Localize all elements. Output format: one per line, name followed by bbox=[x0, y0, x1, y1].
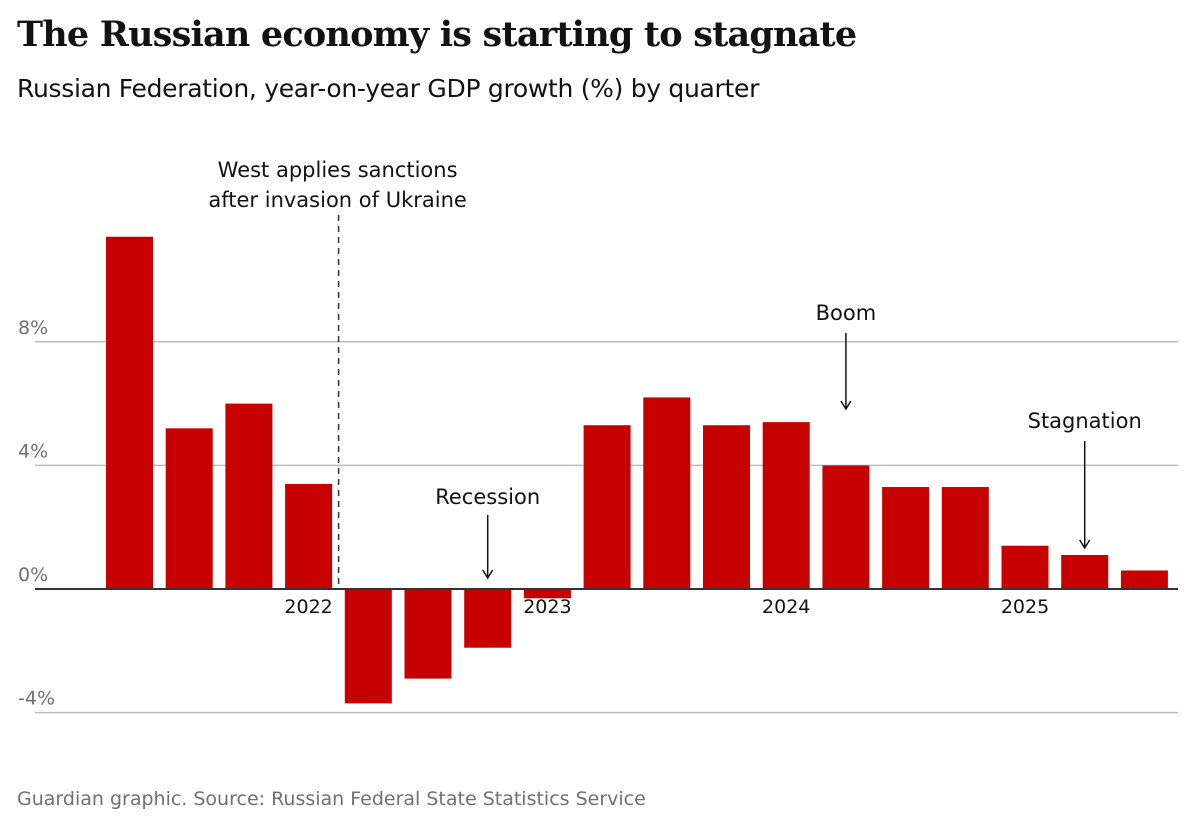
source-note: Guardian graphic. Source: Russian Federa… bbox=[17, 788, 646, 810]
bar bbox=[583, 425, 631, 589]
bar bbox=[344, 589, 392, 704]
bar bbox=[762, 422, 810, 589]
bar bbox=[225, 403, 273, 589]
x-tick-label: 2023 bbox=[523, 596, 571, 618]
bar bbox=[106, 236, 153, 590]
x-tick-label: 2022 bbox=[284, 596, 332, 618]
chart-title: The Russian economy is starting to stagn… bbox=[17, 14, 857, 55]
chart-subtitle: Russian Federation, year-on-year GDP gro… bbox=[17, 74, 760, 103]
bar bbox=[882, 487, 930, 589]
bar bbox=[822, 465, 870, 589]
sanctions-annotation: after invasion of Ukraine bbox=[208, 188, 466, 212]
x-tick-label: 2025 bbox=[1001, 596, 1049, 618]
y-tick-label: 0% bbox=[18, 564, 48, 586]
bar bbox=[1001, 545, 1049, 589]
bar bbox=[404, 589, 452, 679]
bar bbox=[165, 428, 213, 589]
bar bbox=[1120, 570, 1168, 589]
recession-annotation: Recession bbox=[435, 485, 540, 509]
bar bbox=[285, 483, 333, 589]
x-tick-label: 2024 bbox=[762, 596, 810, 618]
bar bbox=[1061, 555, 1109, 589]
stagnation-annotation: Stagnation bbox=[1028, 409, 1142, 433]
bar bbox=[523, 589, 571, 599]
arrow-head-icon bbox=[1079, 539, 1091, 550]
boom-annotation: Boom bbox=[816, 301, 877, 325]
y-tick-label: -4% bbox=[18, 688, 55, 710]
bar bbox=[464, 589, 512, 648]
y-tick-label: 4% bbox=[18, 440, 48, 462]
arrow-head-icon bbox=[840, 400, 852, 411]
sanctions-annotation: West applies sanctions bbox=[218, 158, 458, 182]
arrow-head-icon bbox=[482, 569, 494, 580]
bar bbox=[941, 487, 989, 589]
bar bbox=[703, 425, 750, 589]
y-tick-label: 8% bbox=[18, 317, 48, 339]
bar bbox=[643, 397, 691, 589]
